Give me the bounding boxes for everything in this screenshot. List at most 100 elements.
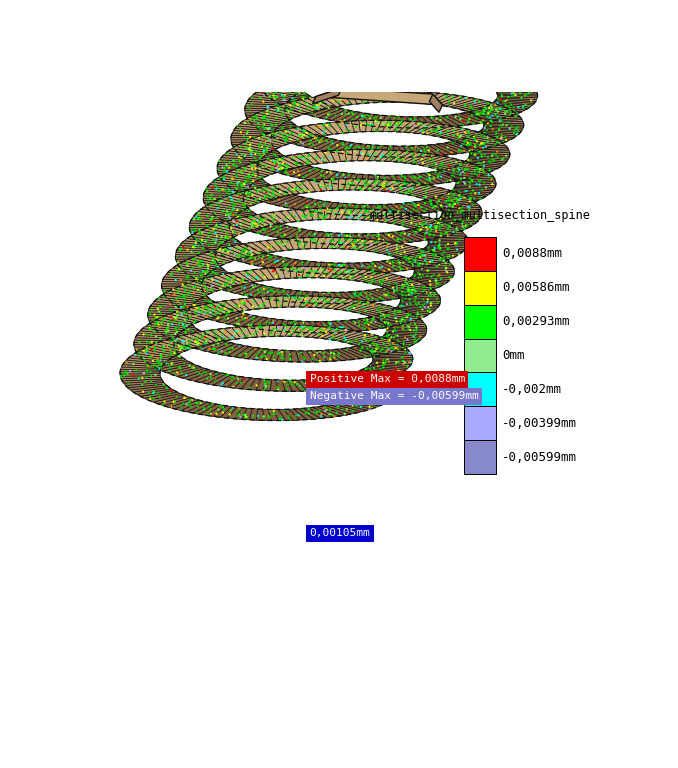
Point <box>235 294 246 306</box>
Point <box>312 131 323 144</box>
Polygon shape <box>359 291 383 302</box>
Point <box>264 134 275 147</box>
Point <box>361 296 372 309</box>
Polygon shape <box>247 99 288 104</box>
Point <box>377 359 388 371</box>
Point <box>475 106 485 118</box>
Polygon shape <box>230 194 263 203</box>
Polygon shape <box>134 351 174 359</box>
Point <box>447 197 458 210</box>
Point <box>393 111 404 123</box>
Point <box>424 228 435 240</box>
Polygon shape <box>441 143 471 153</box>
Polygon shape <box>367 175 375 187</box>
Point <box>148 340 159 353</box>
Point <box>356 369 367 381</box>
Point <box>225 191 236 204</box>
Point <box>366 235 377 247</box>
Point <box>360 206 371 218</box>
Point <box>325 235 336 247</box>
Point <box>385 141 396 153</box>
Point <box>355 89 366 101</box>
Point <box>194 211 205 223</box>
Point <box>239 177 250 189</box>
Polygon shape <box>338 111 360 123</box>
Polygon shape <box>296 230 315 242</box>
Point <box>180 342 191 354</box>
Point <box>247 91 258 104</box>
Point <box>414 250 424 262</box>
Point <box>231 377 242 389</box>
Point <box>260 379 271 392</box>
Polygon shape <box>310 296 328 307</box>
Point <box>403 121 414 133</box>
Polygon shape <box>422 230 462 234</box>
Point <box>318 301 329 313</box>
Polygon shape <box>138 331 178 336</box>
Point <box>167 316 178 328</box>
Polygon shape <box>256 256 281 266</box>
Polygon shape <box>374 277 409 285</box>
Point <box>214 238 224 250</box>
Point <box>518 101 529 113</box>
Polygon shape <box>193 280 225 290</box>
Point <box>310 175 321 187</box>
Point <box>231 219 242 231</box>
Point <box>255 318 266 330</box>
Polygon shape <box>121 365 162 369</box>
Point <box>399 227 410 240</box>
Point <box>496 89 507 101</box>
Point <box>343 229 354 241</box>
Polygon shape <box>450 190 489 197</box>
Polygon shape <box>234 184 271 191</box>
Point <box>222 205 233 217</box>
Point <box>270 91 281 104</box>
Polygon shape <box>407 91 425 103</box>
Point <box>361 240 372 252</box>
Point <box>395 263 406 276</box>
Point <box>406 217 417 229</box>
Polygon shape <box>426 199 459 208</box>
Polygon shape <box>348 239 370 250</box>
Point <box>158 340 169 353</box>
Point <box>169 346 180 359</box>
Point <box>268 313 279 326</box>
Point <box>464 101 475 114</box>
Point <box>237 274 248 286</box>
Polygon shape <box>471 111 505 119</box>
Point <box>485 165 496 177</box>
Point <box>490 139 500 151</box>
Point <box>427 201 438 214</box>
Polygon shape <box>259 88 298 95</box>
Point <box>154 321 165 333</box>
Point <box>353 88 364 101</box>
Point <box>167 333 178 346</box>
Polygon shape <box>509 59 550 62</box>
Point <box>481 124 492 136</box>
Point <box>220 243 231 255</box>
Point <box>425 255 436 267</box>
Point <box>191 336 201 348</box>
Polygon shape <box>377 261 403 272</box>
Point <box>258 256 268 268</box>
Point <box>487 147 498 160</box>
Point <box>188 246 199 258</box>
Point <box>402 305 413 317</box>
Polygon shape <box>241 220 274 230</box>
Point <box>475 178 485 190</box>
Point <box>248 220 259 232</box>
Point <box>435 253 445 266</box>
Polygon shape <box>464 112 496 121</box>
Point <box>262 87 273 99</box>
Point <box>360 180 371 192</box>
Point <box>303 269 314 281</box>
Polygon shape <box>348 270 376 280</box>
Point <box>479 104 490 116</box>
Polygon shape <box>433 144 458 154</box>
Point <box>224 213 235 225</box>
Point <box>419 243 430 255</box>
Point <box>358 143 369 155</box>
Polygon shape <box>380 317 420 322</box>
Point <box>329 410 340 422</box>
Polygon shape <box>494 101 534 105</box>
